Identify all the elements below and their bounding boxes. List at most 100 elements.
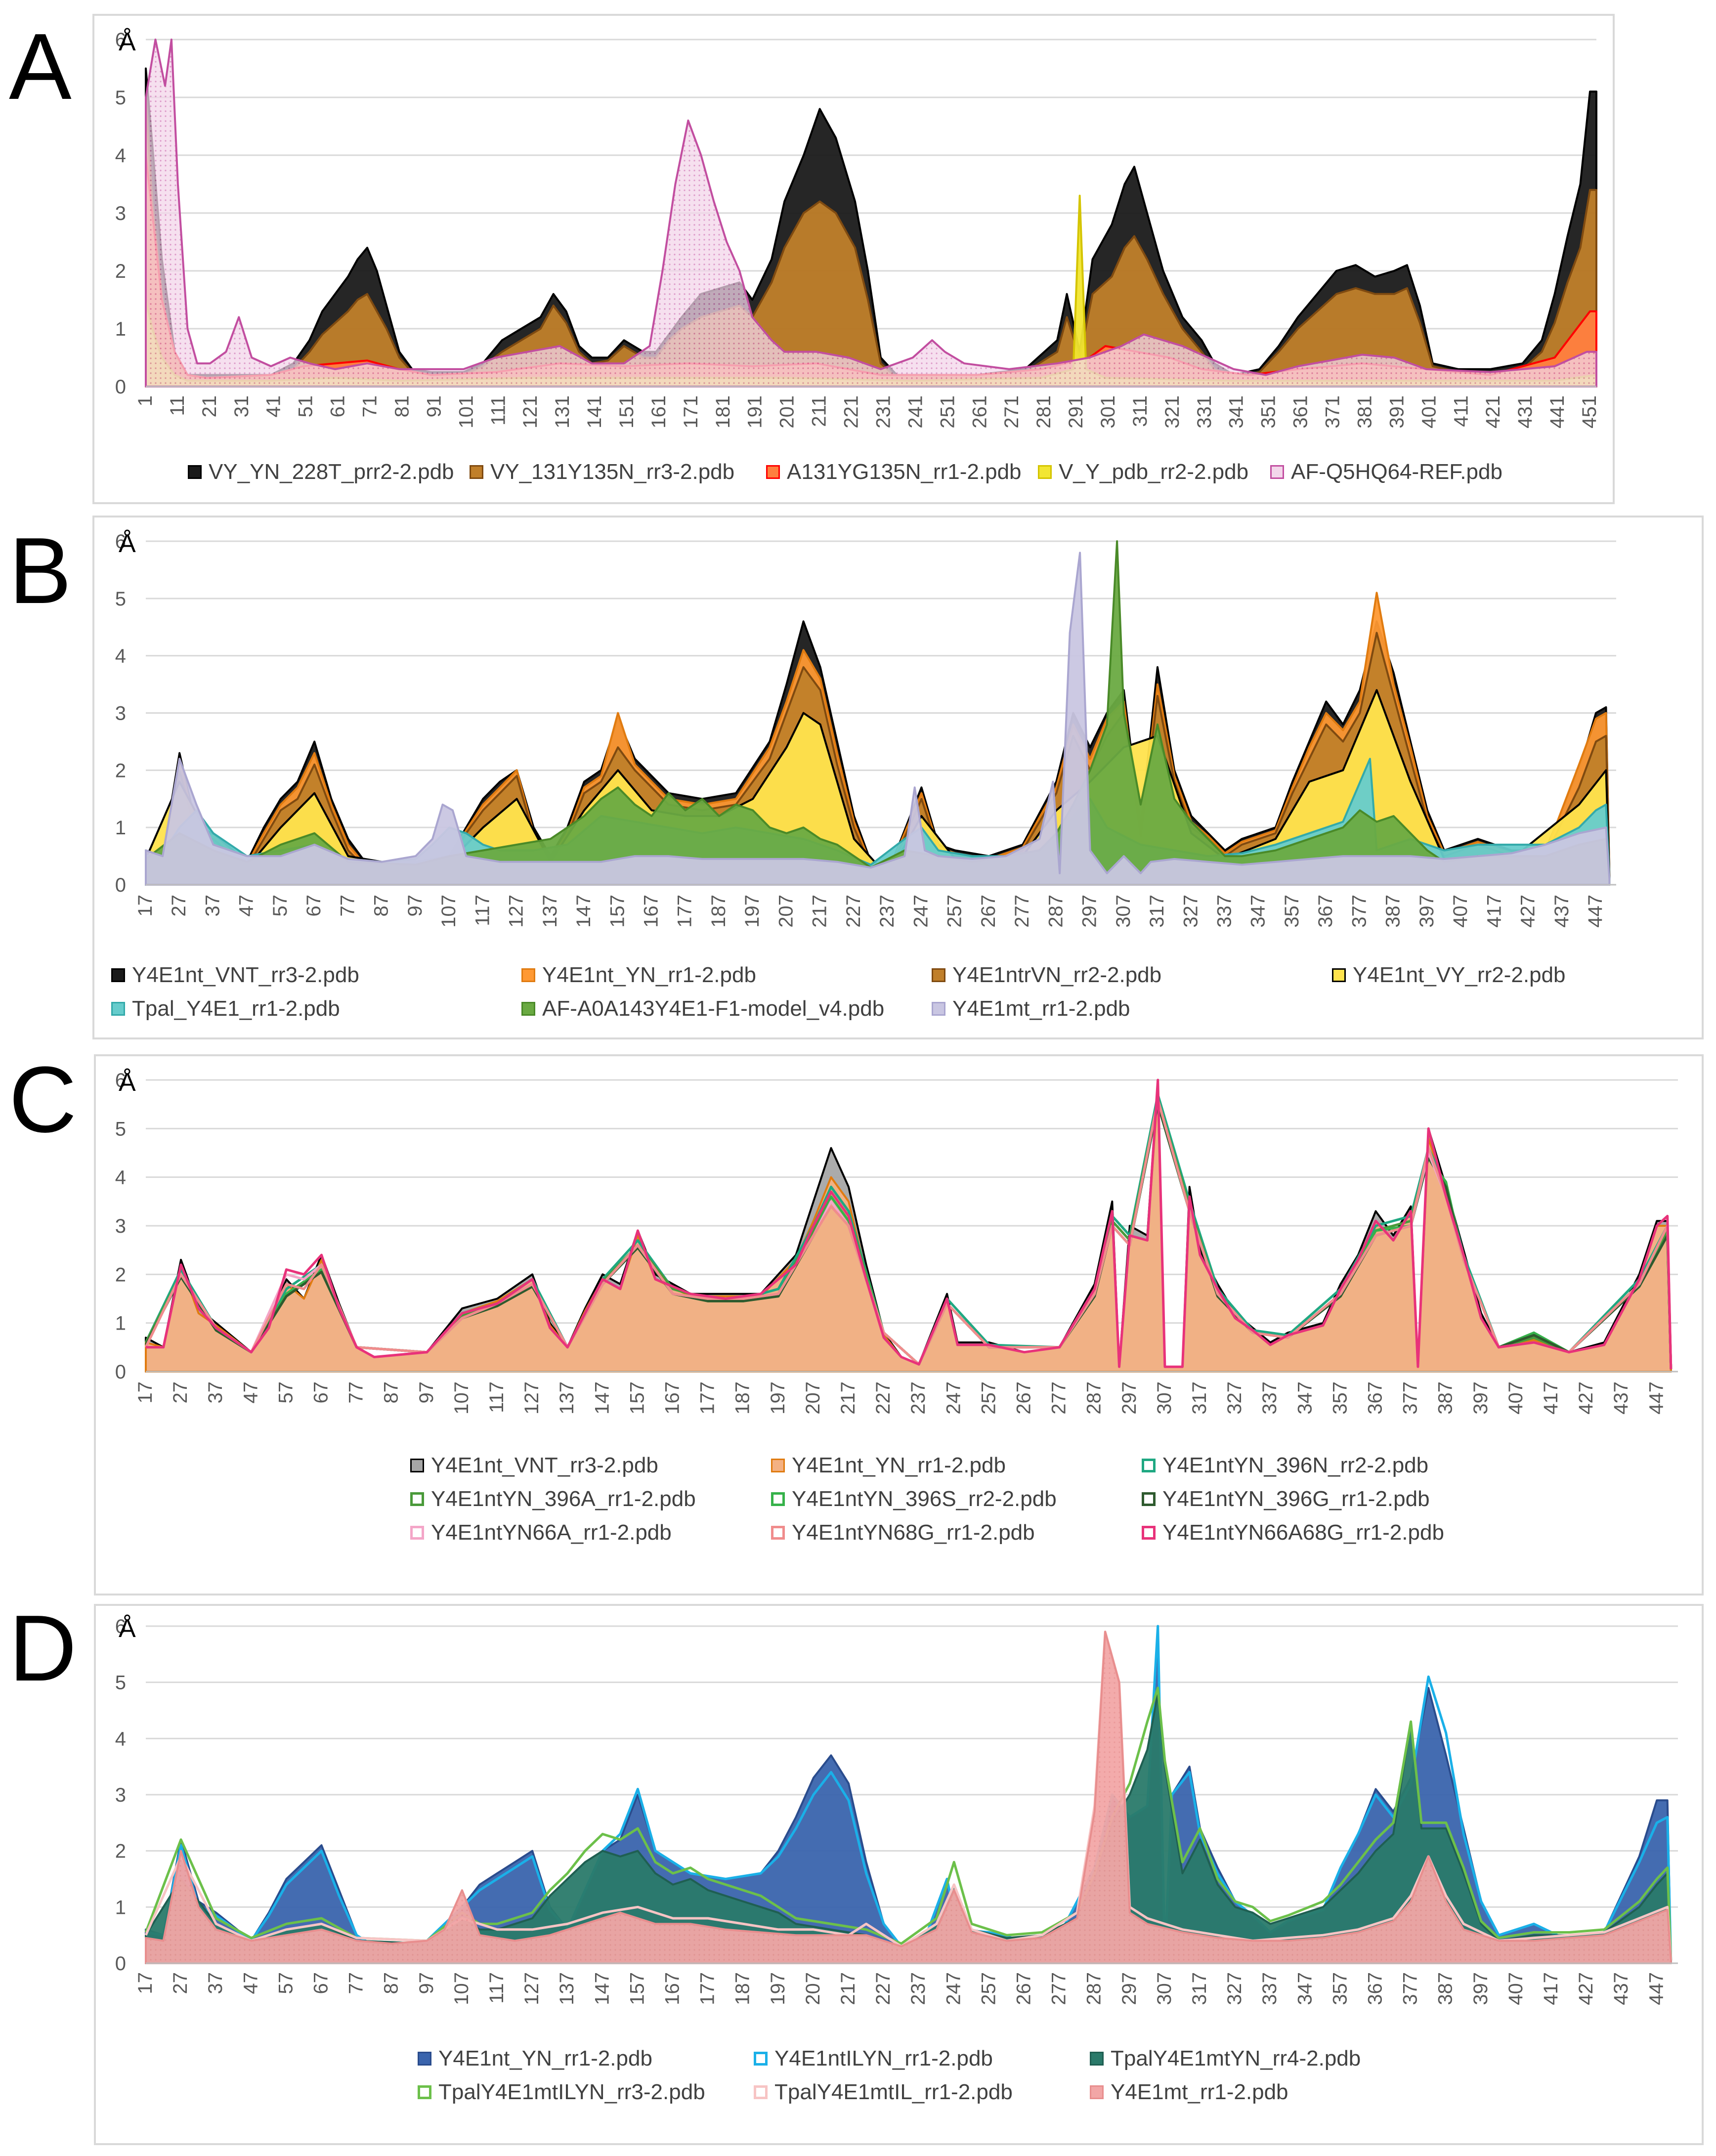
legend-label: Y4E1nt_VNT_rr3-2.pdb [431,1453,658,1477]
x-tick-label: 157 [626,1972,648,2005]
legend-item: Y4E1ntYN_396G_rr1-2.pdb [1142,1487,1498,1511]
series-tpaly4e1mtil-rr1-2-pdb [144,1630,1673,1961]
y-tick-label: 2 [115,1841,126,1862]
x-tick-label: 347 [1294,1381,1316,1415]
x-tick-label: 357 [1329,1381,1351,1415]
x-tick-label: 307 [1113,895,1134,928]
legend-label: Y4E1ntYN66A_rr1-2.pdb [431,1520,672,1545]
x-tick-label: 257 [978,1972,999,2005]
x-tick-label: 267 [1013,1972,1035,2005]
panel-letter-d: D [9,1596,77,1701]
x-tick-label: 67 [303,895,325,917]
x-tick-label: 51 [295,395,317,418]
x-tick-label: 311 [1129,395,1151,427]
x-tick-label: 67 [310,1972,332,1994]
x-tick-label: 107 [438,895,460,928]
x-tick-label: 47 [236,895,257,917]
legend-label: Y4E1ntYN68G_rr1-2.pdb [792,1520,1035,1545]
x-tick-label: 347 [1294,1972,1316,2005]
legend-label: Y4E1mt_rr1-2.pdb [952,996,1130,1021]
y-unit-label: Å [119,1068,136,1097]
legend-swatch [111,1002,125,1016]
x-tick-label: 107 [451,1972,472,2005]
legend-item: Y4E1mt_rr1-2.pdb [932,996,1317,1021]
x-tick-label: 187 [708,895,729,928]
legend-swatch [932,1002,945,1016]
x-tick-label: 97 [416,1381,437,1404]
x-tick-label: 437 [1551,895,1573,928]
x-tick-label: 291 [1065,395,1087,429]
series-tpaly4e1mtilyn-rr3-2-pdb [144,1686,1673,1961]
x-tick-label: 347 [1247,895,1269,928]
legend-label: AF-Q5HQ64-REF.pdb [1291,460,1502,484]
x-tick-label: 407 [1505,1381,1527,1415]
legend-swatch [932,968,945,982]
legend-item: Y4E1mt_rr1-2.pdb [1090,2080,1446,2105]
legend-label: Y4E1nt_VY_rr2-2.pdb [1353,963,1566,987]
legend-item: Y4E1ntYN68G_rr1-2.pdb [771,1520,1127,1545]
x-tick-label: 437 [1610,1972,1632,2005]
x-tick-label: 61 [327,395,349,418]
x-tick-label: 247 [943,1381,964,1415]
y-tick-label: 0 [115,1953,126,1975]
x-tick-label: 87 [371,895,392,917]
legend-item: Y4E1nt_VNT_rr3-2.pdb [410,1453,756,1478]
legend-item: Tpal_Y4E1_rr1-2.pdb [111,996,507,1021]
x-tick-label: 337 [1259,1381,1281,1415]
x-tick-label: 147 [573,895,595,928]
x-tick-label: 207 [775,895,797,928]
x-tick-label: 97 [404,895,426,917]
legend-swatch [766,465,780,479]
x-tick-label: 261 [969,395,990,429]
x-tick-label: 361 [1290,395,1312,429]
x-tick-label: 71 [359,395,381,418]
x-tick-label: 307 [1154,1381,1175,1415]
y-tick-label: 4 [115,1167,126,1189]
x-tick-label: 341 [1226,395,1247,429]
y-tick-label: 1 [115,1313,126,1335]
x-tick-label: 447 [1645,1972,1667,2005]
x-tick-label: 161 [648,395,670,429]
x-tick-label: 287 [1045,895,1067,928]
y-unit-label: Å [119,529,136,558]
x-tick-label: 297 [1118,1381,1140,1415]
x-tick-label: 67 [310,1381,332,1404]
x-tick-label: 187 [732,1381,754,1415]
legend-swatch [771,1526,785,1540]
x-tick-label: 137 [539,895,561,928]
panel-a-legend: VY_YN_228T_prr2-2.pdb VY_131Y135N_rr3-2.p… [188,460,1527,484]
x-tick-label: 367 [1365,1381,1386,1415]
legend-item: Y4E1nt_YN_rr1-2.pdb [521,963,917,988]
x-tick-label: 277 [1048,1972,1070,2005]
y-unit-label: Å [119,1614,136,1643]
legend-label: VY_131Y135N_rr3-2.pdb [490,460,735,484]
x-tick-label: 17 [134,1972,156,1994]
legend-label: Y4E1nt_YN_rr1-2.pdb [438,2046,652,2070]
x-tick-label: 317 [1146,895,1168,928]
x-tick-label: 191 [744,395,766,429]
x-tick-label: 257 [978,1381,999,1415]
x-tick-label: 377 [1348,895,1370,928]
legend-label: TpalY4E1mtILYN_rr3-2.pdb [438,2080,705,2104]
x-tick-label: 31 [231,395,253,418]
x-tick-label: 357 [1329,1972,1351,2005]
x-tick-label: 381 [1354,395,1376,429]
y-tick-label: 2 [115,1264,126,1286]
y-tick-label: 4 [115,1728,126,1750]
x-tick-label: 431 [1514,395,1536,429]
x-tick-label: 417 [1540,1381,1562,1415]
legend-item: Y4E1ntYN_396N_rr2-2.pdb [1142,1453,1498,1478]
legend-swatch [1270,465,1284,479]
legend-swatch [1038,465,1052,479]
x-tick-label: 107 [451,1381,472,1415]
x-tick-label: 267 [1013,1381,1035,1415]
x-tick-label: 141 [584,395,605,429]
x-tick-label: 11 [167,395,188,416]
x-tick-label: 17 [134,1381,156,1404]
x-tick-label: 241 [904,395,926,429]
legend-label: Y4E1ntrVN_rr2-2.pdb [952,963,1162,987]
x-tick-label: 137 [556,1972,578,2005]
x-tick-label: 287 [1083,1972,1105,2005]
x-tick-label: 287 [1083,1381,1105,1415]
